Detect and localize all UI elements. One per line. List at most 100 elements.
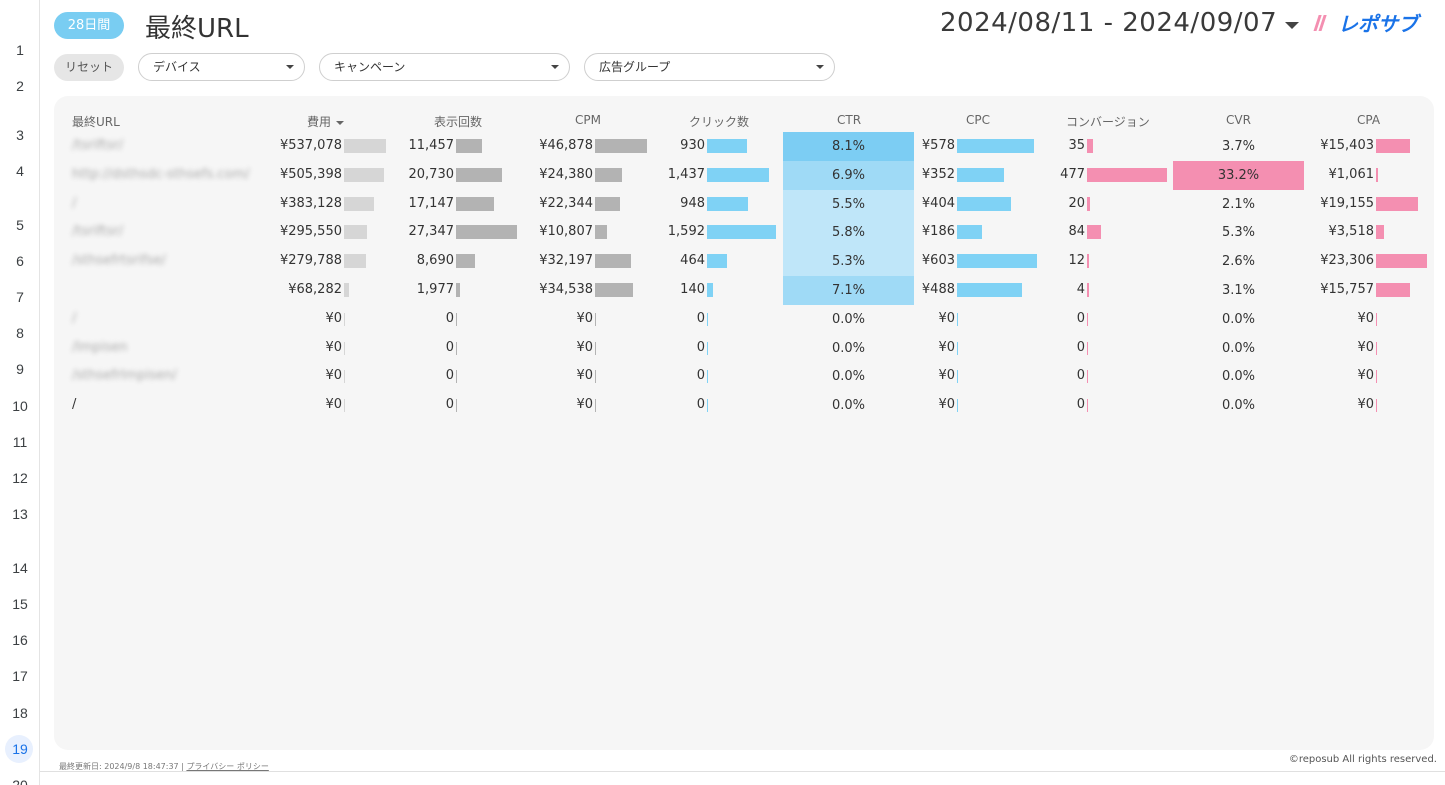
cpm-cell: ¥0 (576, 310, 593, 326)
reset-button[interactable]: リセット (54, 54, 124, 81)
clicks-cell: 0 (696, 397, 705, 413)
row-number[interactable]: 16 (12, 632, 28, 648)
cpm-bar (595, 254, 631, 269)
conv-cell: 20 (1068, 195, 1085, 211)
cvr-cell: 2.6% (1221, 254, 1256, 270)
header-cpa[interactable]: CPA (1357, 113, 1381, 127)
clicks-bar (707, 225, 776, 240)
cpc-cell: ¥603 (921, 253, 955, 269)
url-cell: /sthsefrlmpisen/ (72, 368, 177, 384)
cpc-cell: ¥404 (921, 195, 955, 211)
imp-bar (456, 225, 517, 240)
row-number[interactable]: 2 (16, 78, 24, 94)
header-url[interactable]: 最終URL (72, 115, 120, 129)
clicks-cell: 1,592 (667, 224, 705, 240)
campaign-dropdown[interactable]: キャンペーン (319, 53, 570, 81)
ctr-cell: 5.5% (783, 189, 914, 219)
active-row-highlight (5, 735, 33, 763)
cpa-cell: ¥0 (1357, 310, 1374, 326)
row-number[interactable]: 7 (16, 289, 24, 305)
cpm-cell: ¥34,538 (539, 282, 593, 297)
date-range-caret-icon[interactable] (1285, 22, 1299, 29)
clicks-bar (707, 283, 714, 297)
privacy-policy-link[interactable]: プライバシー ポリシー (186, 762, 269, 771)
cpc-cell: ¥0 (938, 310, 955, 326)
imp-bar (456, 167, 503, 182)
cpm-bar (595, 399, 596, 413)
cost-bar (344, 370, 345, 384)
header-ctr[interactable]: CTR (837, 113, 862, 127)
conv-bar (1087, 312, 1088, 326)
row-number[interactable]: 17 (12, 668, 28, 684)
cost-cell: ¥505,398 (279, 166, 342, 182)
conv-bar (1087, 341, 1088, 355)
cpa-cell: ¥0 (1357, 397, 1374, 413)
chevron-down-icon (286, 65, 294, 69)
row-number[interactable]: 15 (12, 596, 28, 612)
imp-cell: 1,977 (416, 282, 454, 297)
device-dropdown[interactable]: デバイス (138, 53, 305, 81)
row-number[interactable]: 12 (12, 470, 28, 486)
imp-cell: 0 (445, 310, 454, 326)
clicks-bar (707, 139, 748, 153)
conv-cell: 0 (1076, 310, 1085, 326)
clicks-bar (707, 370, 708, 384)
cpc-bar (957, 139, 1034, 153)
imp-bar (456, 370, 457, 384)
ctr-cell: 0.0% (831, 369, 866, 385)
adgroup-dropdown-label: 広告グループ (599, 60, 671, 74)
header-impressions[interactable]: 表示回数 (434, 115, 483, 129)
cpa-bar (1376, 139, 1410, 153)
row-number[interactable]: 13 (12, 506, 28, 522)
header-cvr[interactable]: CVR (1226, 113, 1251, 127)
conv-cell: 477 (1060, 166, 1085, 182)
conv-bar (1087, 283, 1089, 297)
row-number[interactable]: 8 (16, 325, 24, 341)
clicks-bar (707, 341, 708, 355)
row-number[interactable]: 3 (16, 127, 24, 143)
cvr-cell: 0.0% (1221, 340, 1256, 356)
row-number[interactable]: 20 (12, 777, 28, 785)
divider (40, 771, 1445, 772)
cpc-bar (957, 399, 958, 413)
period-pill[interactable]: 28日間 (54, 12, 124, 39)
cpa-cell: ¥23,306 (1320, 253, 1374, 269)
cpm-cell: ¥46,878 (539, 138, 593, 153)
row-number[interactable]: 5 (16, 217, 24, 233)
row-number[interactable]: 18 (12, 705, 28, 721)
cost-bar (344, 254, 366, 269)
header-cost[interactable]: 費用 (307, 113, 345, 130)
row-number[interactable]: 9 (16, 361, 24, 377)
cost-cell: ¥537,078 (279, 138, 342, 153)
imp-cell: 8,690 (416, 253, 454, 269)
row-number[interactable]: 4 (16, 163, 24, 179)
header-conversions[interactable]: コンバージョン (1066, 115, 1150, 129)
row-number[interactable]: 6 (16, 253, 24, 269)
conv-bar (1087, 167, 1167, 182)
cvr-cell: 3.1% (1221, 283, 1256, 298)
url-cell: / (72, 397, 77, 413)
header-clicks[interactable]: クリック数 (689, 115, 750, 129)
row-number[interactable]: 14 (12, 560, 28, 576)
cpc-bar (957, 341, 958, 355)
header-cpm[interactable]: CPM (575, 113, 601, 127)
cpc-bar (957, 312, 958, 326)
cost-cell: ¥0 (325, 339, 342, 355)
cpc-cell: ¥488 (921, 282, 955, 297)
reposub-logo: レポサブ (1313, 12, 1422, 35)
cpc-bar (957, 196, 1011, 211)
header-cpc[interactable]: CPC (966, 113, 990, 127)
cpm-cell: ¥22,344 (539, 195, 593, 211)
row-number[interactable]: 1 (16, 42, 24, 58)
ctr-cell: 7.1% (783, 276, 914, 305)
conv-bar (1087, 370, 1088, 384)
cpa-bar (1376, 312, 1377, 326)
cpm-bar (595, 370, 596, 384)
row-number[interactable]: 10 (12, 398, 28, 414)
row-number[interactable]: 11 (12, 434, 28, 450)
cost-cell: ¥295,550 (279, 224, 342, 240)
date-range-selector[interactable]: 2024/08/11 - 2024/09/07 (940, 8, 1278, 38)
adgroup-dropdown[interactable]: 広告グループ (584, 53, 835, 81)
last-updated: 最終更新日: 2024/9/8 18:47:37 | プライバシー ポリシー (59, 761, 269, 772)
row-number[interactable]: 19 (12, 741, 28, 757)
